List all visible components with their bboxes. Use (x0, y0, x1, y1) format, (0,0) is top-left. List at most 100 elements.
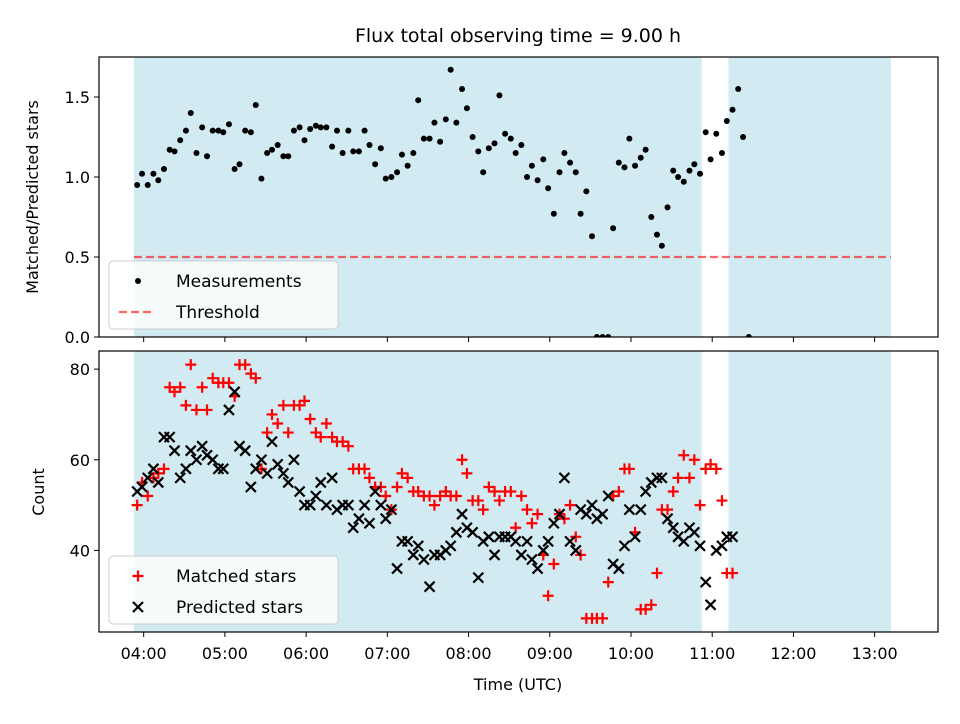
legend-box (108, 555, 339, 625)
predicted-stars-point (401, 535, 414, 548)
measurements-point (204, 153, 211, 160)
predicted-stars-point (623, 503, 636, 516)
measurements-point (252, 102, 259, 108)
measurements-point (718, 150, 725, 156)
matched-stars-point (185, 359, 197, 371)
measurements-point (496, 92, 503, 99)
predicted-stars-point (223, 404, 235, 416)
xtick-label: 05:00 (202, 644, 248, 663)
measurements-point (680, 178, 687, 185)
matched-stars-point (662, 504, 674, 516)
measurements-point (453, 119, 460, 126)
measurements-point (236, 161, 243, 168)
xtick-label: 09:00 (527, 644, 573, 663)
measurements-point (366, 142, 373, 148)
measurements-point (296, 124, 303, 131)
measurements-point (599, 334, 606, 337)
ytick-label: 1.0 (65, 168, 90, 187)
matched-stars-point (548, 558, 560, 570)
predicted-stars-point (418, 553, 430, 566)
predicted-stars-point (412, 540, 424, 552)
measurements-point (225, 121, 232, 128)
measurements-point (447, 66, 454, 73)
measurements-point (729, 106, 736, 113)
measurements-point (150, 170, 157, 177)
predicted-stars-point (304, 499, 316, 511)
matched-stars-point (461, 467, 473, 479)
predicted-stars-point (136, 481, 148, 493)
predicted-stars-point (509, 535, 522, 548)
measurements-point (215, 127, 222, 134)
predicted-stars-point (483, 531, 495, 543)
measurements-point (285, 153, 292, 160)
measurements-point (691, 161, 698, 168)
measurements-point (134, 182, 141, 188)
measurements-point (545, 185, 552, 192)
matched-stars-point (272, 418, 284, 430)
measurements-point (155, 177, 162, 184)
measurements-point (355, 148, 362, 155)
measurements-point (187, 110, 194, 116)
matched-stars-point (510, 522, 522, 534)
matched-stars-point (477, 504, 489, 516)
matched-stars-point (688, 454, 700, 466)
predicted-stars-point (450, 526, 463, 539)
predicted-stars-point (602, 490, 615, 502)
measurements-point (290, 127, 297, 134)
matched-stars-point (456, 454, 468, 466)
predicted-stars-point (618, 540, 631, 552)
measurements-point (182, 127, 189, 134)
matched-stars-point (667, 486, 679, 497)
matched-stars-point (131, 499, 143, 511)
chart-title: Flux total observing time = 9.00 h (355, 25, 681, 47)
predicted-stars-point (326, 472, 338, 484)
predicted-stars-point (320, 499, 333, 511)
measurements-point (507, 135, 514, 142)
measurements-point (561, 150, 568, 156)
legend: Measurements Threshold (108, 260, 339, 330)
measurements-point (572, 169, 579, 176)
measurements-point (648, 214, 655, 220)
matched-stars-point (190, 404, 202, 416)
matched-stars-point (645, 599, 657, 611)
predicted-stars-point (704, 599, 717, 611)
ylabel-ratio: Matched/Predicted stars (23, 100, 42, 294)
predicted-stars-point (314, 476, 327, 489)
predicted-stars-point (564, 535, 576, 548)
predicted-stars-point (185, 444, 197, 457)
measurements-point (247, 129, 254, 136)
measurements-point (664, 204, 671, 211)
measurements-point (626, 135, 633, 142)
measurements-point (312, 122, 319, 129)
measurements-point (388, 174, 395, 180)
legend-marker (132, 601, 144, 613)
matched-stars-point (515, 490, 527, 502)
measurements-point (333, 127, 340, 134)
measurements-point (171, 148, 178, 155)
measurements-point (442, 116, 449, 123)
matched-stars-point (493, 495, 505, 507)
measurements-point (518, 142, 525, 148)
matched-stars-point (521, 504, 533, 516)
matched-stars-point (640, 603, 652, 615)
predicted-stars-point (375, 499, 387, 511)
measurements-point (740, 134, 747, 140)
matched-stars-point (424, 490, 436, 502)
measurements-point (415, 97, 422, 104)
measurements-point (264, 150, 271, 156)
measurements-point (670, 167, 677, 174)
matched-stars-point (602, 576, 614, 588)
predicted-stars-point (634, 503, 647, 516)
matched-stars-point (412, 486, 424, 497)
matched-stars-point (239, 359, 251, 371)
measurements-point (361, 127, 368, 134)
measurements-point (382, 175, 389, 182)
predicted-stars-point (537, 544, 550, 557)
measurements-point (615, 159, 622, 166)
predicted-stars-point (526, 553, 538, 566)
predicted-stars-point (261, 467, 273, 480)
predicted-stars-point (249, 463, 262, 475)
predicted-stars-point (580, 508, 593, 520)
measurements-point (459, 86, 466, 92)
